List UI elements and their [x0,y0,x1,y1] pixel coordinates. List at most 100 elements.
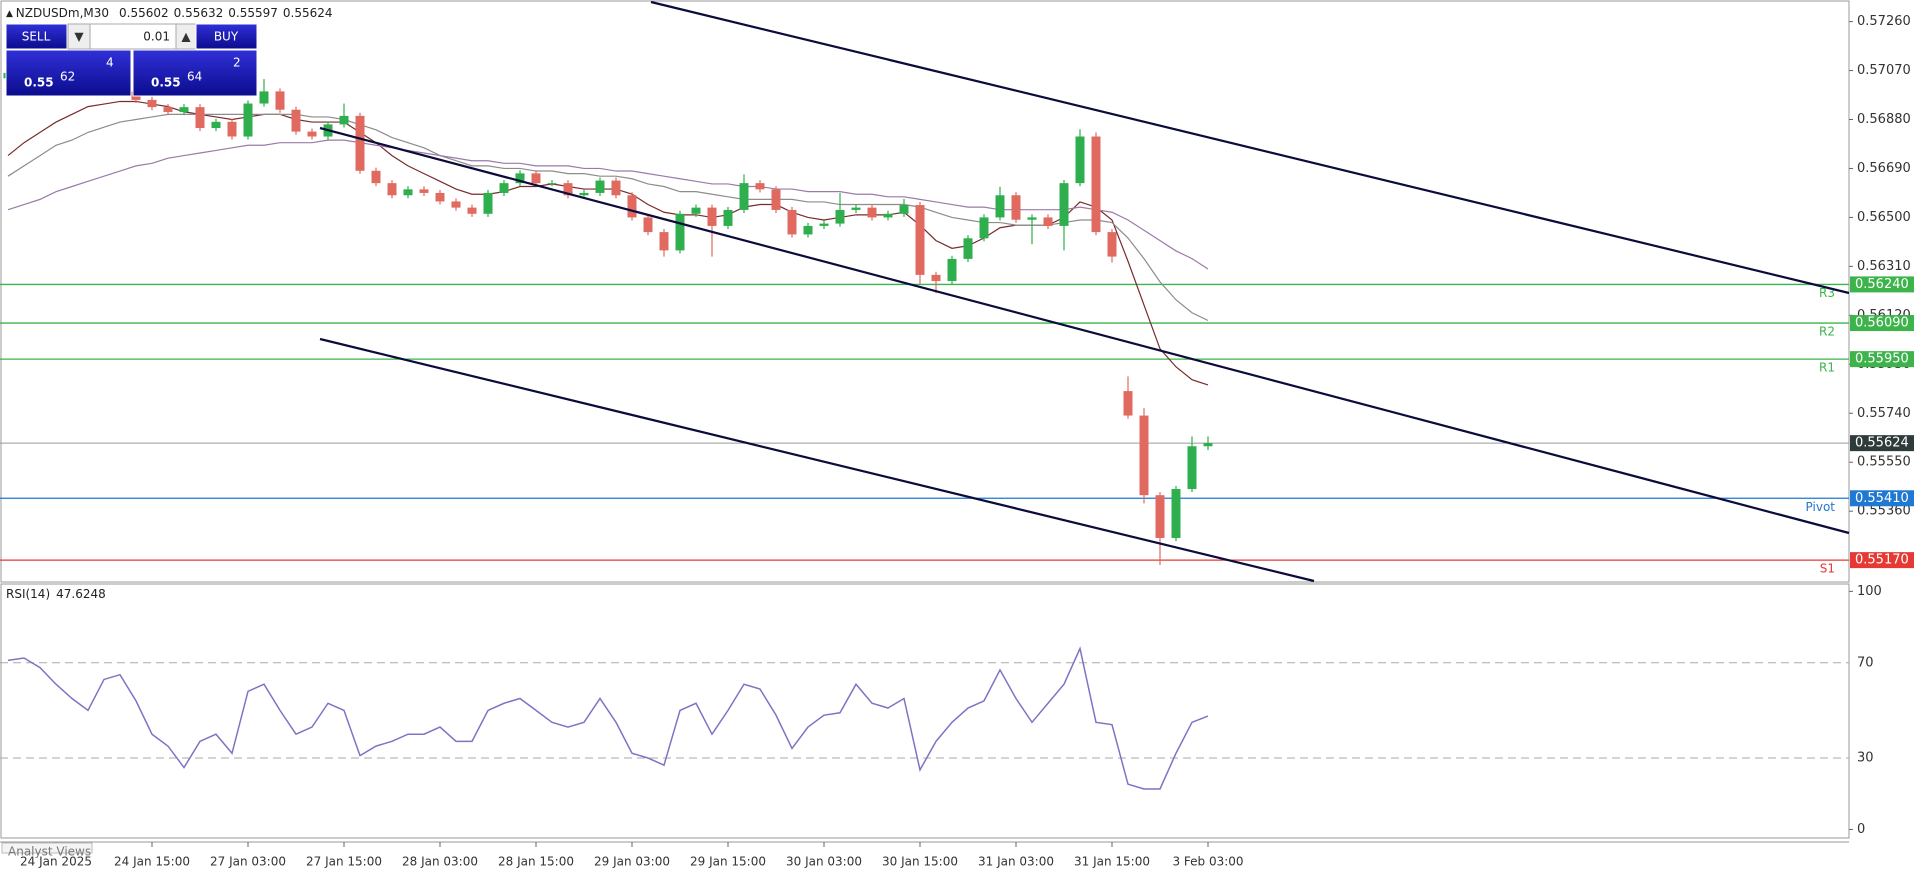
current-price-box [1850,435,1914,452]
header-close: 0.55624 [283,6,333,20]
price-panel [0,0,1850,583]
trend-line [319,126,1850,535]
header-open: 0.55602 [119,6,169,20]
y-tick-label: 0.57260 [1857,14,1911,29]
candle-body [483,192,493,214]
candle-body [531,173,541,184]
candles [3,57,1213,566]
candle-body [1011,195,1021,220]
candle-body [579,192,589,196]
x-tick-label: 3 Feb 03:00 [1172,855,1243,869]
buy-button[interactable] [195,23,258,50]
candle-body [291,109,301,132]
candle-body [259,91,269,104]
level-price-box [1850,351,1914,368]
candle-body [883,213,893,218]
candle-body [707,207,717,226]
bid-box[interactable] [5,49,132,97]
candle-body [851,207,861,210]
candle-body [243,103,253,137]
candle-body [803,225,813,235]
header: ▲ NZDUSDm,M30 0.55602 0.55632 0.55597 0.5562… [6,6,333,20]
candle-body [451,201,461,208]
candle-body [499,183,509,193]
x-tick-label: 31 Jan 15:00 [1074,855,1150,869]
y-tick-label: 0.55740 [1857,406,1911,421]
candle-body [979,217,989,239]
header-high: 0.55632 [174,6,224,20]
candle-body [419,189,429,193]
x-tick-label: 28 Jan 15:00 [498,855,574,869]
bid-small: 4 [106,56,114,70]
level-price-label: 0.55410 [1855,491,1909,506]
y-tick-label: 0.56310 [1857,259,1911,274]
bid-prefix: 0.55 [24,76,54,90]
x-tick-label: 30 Jan 15:00 [882,855,958,869]
buy-label: BUY [214,30,239,44]
candle-body [675,213,685,251]
candle-body [211,121,221,129]
candle-body [547,183,557,185]
level-name: R2 [1819,325,1835,339]
candle-body [1187,446,1197,490]
candle-body [163,107,173,113]
candle-body [659,232,669,251]
candle-body [515,173,525,184]
rsi-line [7,646,1209,790]
axes: 0.57260 0.57070 0.56880 0.56690 0.56500 0.563… [20,14,1911,868]
x-tick-label: 29 Jan 15:00 [690,855,766,869]
candle-body [1171,489,1181,538]
rsi-panel [0,583,1850,839]
y-tick-label: 0.55550 [1857,455,1911,470]
level-price-label: 0.56090 [1855,316,1909,331]
rsi-value: 47.6248 [56,587,106,601]
candle-body [867,207,877,218]
x-tick-label: 24 Jan 2025 [20,855,92,869]
trend-line [650,0,1850,295]
candle-body [915,205,925,275]
level-price-box [1850,552,1914,569]
candle-body [371,170,381,184]
footer-tab-label: Analyst Views [8,845,91,859]
candle-body [1075,136,1085,184]
candle-body [1091,136,1101,233]
level-price-label: 0.55170 [1855,553,1909,568]
candle-body [1139,415,1149,496]
candle-body [275,91,285,110]
candle-body [435,192,445,202]
level-price-box [1850,315,1914,332]
x-tick-label: 30 Jan 03:00 [786,855,862,869]
candle-body [931,274,941,282]
trend-lines [319,0,1850,583]
level-name: S1 [1820,562,1835,576]
candle-body [787,209,797,235]
candle-body [179,107,189,113]
ask-prefix: 0.55 [151,76,181,90]
candle-body [1123,391,1133,416]
candle-body [819,223,829,226]
rsi [0,646,1849,790]
candle-body [595,180,605,193]
x-tick-label: 24 Jan 15:00 [114,855,190,869]
candle-body [227,121,237,137]
trend-line [319,337,1315,583]
y-tick-label: 0.56500 [1857,210,1911,225]
ask-box[interactable] [132,49,258,97]
candle-body [835,209,845,224]
candle-body [563,183,573,196]
candle-body [995,195,1005,218]
level-name: Pivot [1806,500,1836,514]
candle-body [339,115,349,125]
sell-button[interactable] [5,23,68,50]
lot-value: 0.01 [143,30,170,44]
header-low: 0.55597 [228,6,278,20]
footer-tab[interactable] [1,842,93,854]
candle-body [387,183,397,196]
candle-body [1107,232,1117,257]
candle-body [611,180,621,196]
candle-body [755,183,765,190]
candle-body [467,207,477,214]
candle-body [1155,495,1165,538]
